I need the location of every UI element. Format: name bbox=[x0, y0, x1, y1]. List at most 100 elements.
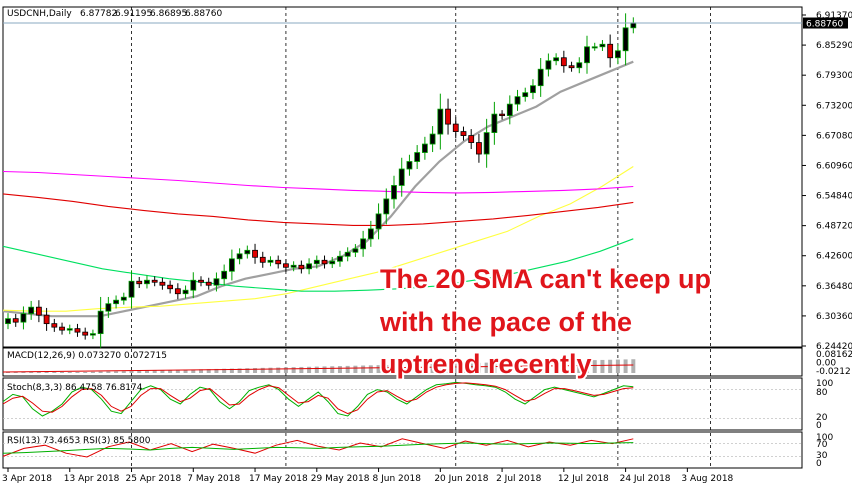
macd-bar-3 bbox=[29, 372, 34, 373]
macd-bar-5 bbox=[44, 372, 49, 373]
candle-body-19 bbox=[151, 279, 158, 283]
x-tick-label-2: 25 Apr 2018 bbox=[126, 474, 182, 484]
macd-bar-64 bbox=[500, 362, 505, 373]
annotation-line-3: uptrend recently bbox=[380, 349, 592, 379]
stochastic-lines bbox=[2, 381, 802, 419]
macd-bar-73 bbox=[569, 360, 574, 373]
candle-body-48 bbox=[375, 213, 382, 230]
macd-bar-31 bbox=[245, 368, 250, 373]
candle-body-77 bbox=[599, 43, 606, 48]
candle-body-0 bbox=[5, 318, 11, 325]
annotation-line-1: The 20 SMA can't keep up bbox=[380, 264, 711, 294]
macd-bar-12 bbox=[98, 371, 103, 373]
macd-bar-48 bbox=[376, 365, 381, 373]
candle-body-79 bbox=[614, 50, 621, 59]
candle-body-5 bbox=[43, 314, 50, 325]
macd-bar-74 bbox=[577, 360, 582, 373]
macd-histogram bbox=[2, 359, 636, 373]
macd-bar-67 bbox=[523, 361, 528, 373]
macd-bar-69 bbox=[538, 361, 543, 373]
x-tick-label-8: 2 Jul 2018 bbox=[496, 474, 541, 484]
macd-bar-16 bbox=[129, 370, 134, 373]
macd-bar-39 bbox=[307, 366, 312, 373]
candle-body-81 bbox=[630, 22, 637, 29]
macd-bar-49 bbox=[384, 364, 389, 373]
candle-body-58 bbox=[452, 123, 459, 132]
macd-bar-78 bbox=[608, 359, 613, 373]
macd-bar-11 bbox=[90, 371, 95, 373]
candle-body-3 bbox=[28, 306, 35, 315]
price-tick-label-9: 6.36480 bbox=[816, 282, 852, 292]
candle-body-21 bbox=[167, 284, 174, 290]
stoch-main-line bbox=[2, 381, 634, 417]
rsi-slow-line bbox=[2, 442, 634, 454]
macd-bar-2 bbox=[21, 372, 26, 373]
macd-axis-labels: 0.0816290.00-0.0212 bbox=[816, 350, 852, 377]
macd-bar-27 bbox=[214, 368, 219, 373]
candle-body-76 bbox=[591, 46, 598, 49]
candle-body-78 bbox=[607, 43, 614, 59]
candle-body-64 bbox=[499, 113, 505, 117]
candle-body-60 bbox=[468, 135, 475, 143]
candle-body-63 bbox=[491, 113, 498, 133]
symbol-info: USDCNH,Daily 6.87782 6.91195 6.86895 6.8… bbox=[7, 9, 222, 19]
macd-bar-43 bbox=[337, 366, 342, 373]
macd-bar-10 bbox=[83, 372, 88, 373]
macd-bar-56 bbox=[438, 363, 443, 373]
candle-body-34 bbox=[267, 259, 274, 263]
macd-label: MACD(12,26,9) 0.073270 0.072715 bbox=[7, 351, 167, 361]
ma-line-3 bbox=[2, 193, 634, 226]
macd-bar-81 bbox=[631, 359, 636, 373]
macd-bar-8 bbox=[67, 372, 72, 373]
candle-body-8 bbox=[66, 328, 73, 331]
candle-body-50 bbox=[391, 185, 397, 200]
candle-body-25 bbox=[198, 279, 204, 283]
price-tick-label-11: 6.24420 bbox=[816, 342, 852, 352]
candle-body-42 bbox=[329, 260, 336, 265]
macd-bar-23 bbox=[183, 369, 188, 373]
macd-bar-24 bbox=[191, 369, 196, 373]
ma-line-2 bbox=[2, 238, 634, 292]
macd-bar-46 bbox=[361, 365, 366, 373]
candle-body-12 bbox=[97, 310, 104, 335]
stoch-signal-line bbox=[2, 382, 634, 415]
macd-bar-1 bbox=[13, 372, 18, 373]
macd-bar-38 bbox=[299, 366, 304, 373]
candle-body-65 bbox=[506, 103, 513, 117]
macd-bar-9 bbox=[75, 372, 80, 373]
macd-tick-label-1: 0.00 bbox=[816, 359, 836, 369]
macd-bar-0 bbox=[6, 372, 10, 373]
candle-body-74 bbox=[576, 62, 583, 69]
macd-tick-label-2: -0.0212 bbox=[816, 367, 851, 377]
current-price-label: 6.88760 bbox=[806, 20, 843, 30]
candle-body-43 bbox=[337, 255, 343, 262]
candlesticks bbox=[5, 13, 637, 348]
candle-body-69 bbox=[537, 68, 544, 87]
candle-body-28 bbox=[221, 270, 228, 280]
x-tick-label-4: 17 May 2018 bbox=[249, 474, 308, 484]
candle-body-31 bbox=[244, 249, 251, 255]
ma-line-4 bbox=[2, 170, 634, 194]
ohlc-high: 6.91195 bbox=[115, 9, 152, 19]
candle-body-56 bbox=[437, 108, 444, 135]
macd-bar-17 bbox=[137, 370, 142, 373]
macd-bar-19 bbox=[152, 370, 157, 373]
candle-body-52 bbox=[406, 161, 413, 170]
macd-bar-4 bbox=[36, 372, 41, 373]
price-tick-label-5: 6.60960 bbox=[816, 161, 852, 171]
stoch-label: Stoch(8,3,3) 86.4758 76.8174 bbox=[7, 383, 143, 393]
candle-body-16 bbox=[128, 280, 135, 298]
candle-body-33 bbox=[259, 256, 266, 263]
macd-bar-34 bbox=[268, 367, 273, 373]
candle-body-9 bbox=[74, 328, 81, 333]
macd-bar-20 bbox=[160, 370, 165, 373]
candle-body-70 bbox=[545, 60, 552, 70]
macd-bar-63 bbox=[492, 362, 497, 373]
macd-panel-frame bbox=[2, 347, 803, 377]
price-tick-label-6: 6.54840 bbox=[816, 192, 852, 202]
rsi-tick-label-0: 100 bbox=[816, 433, 833, 443]
macd-bar-52 bbox=[407, 364, 412, 373]
candle-body-37 bbox=[290, 264, 297, 268]
candle-body-54 bbox=[421, 143, 428, 153]
